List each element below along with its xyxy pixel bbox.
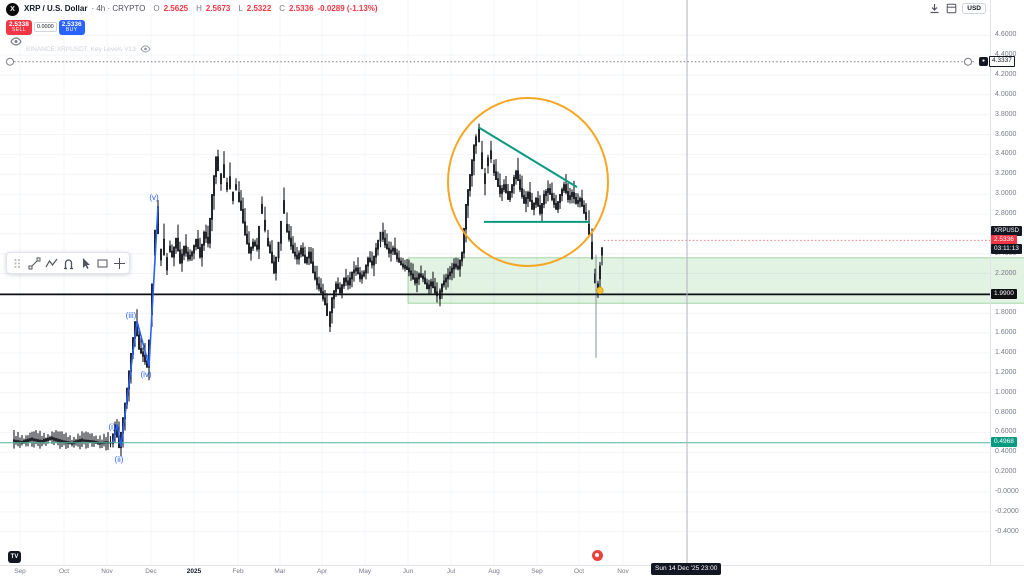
time-tick: Oct [58,568,70,575]
ohlc-close-value: 2.5336 [289,4,314,13]
price-tick: 4.0000 [995,90,1017,98]
price-tick: 0.2000 [995,468,1017,476]
support-price-label[interactable]: 0.4968 [991,437,1017,448]
price-tick: 1.6000 [995,329,1017,337]
price-tick: 2.8000 [995,209,1017,217]
drag-handle[interactable] [10,255,24,271]
svg-text:(iv): (iv) [140,370,151,379]
last-price-label[interactable]: 2.5336 [991,235,1017,246]
ohlc-high-value: 2.5673 [205,4,231,13]
price-tick: 2.2000 [995,269,1017,277]
floating-toolbar[interactable] [6,252,130,274]
cursor-icon[interactable] [78,255,92,271]
symbol-title[interactable]: XRP / U.S. Dollar [24,4,88,13]
time-tick: 2025 [186,568,202,575]
rectangle-icon[interactable] [95,255,109,271]
ohlc-low-value: 2.5322 [246,4,272,13]
price-tick: 0.8000 [995,408,1017,416]
price-tick: 0.6000 [995,428,1017,436]
price-tick: 1.4000 [995,348,1017,356]
price-axis-border [990,0,991,577]
time-tick: Nov [617,568,629,575]
time-tick: May [358,568,372,575]
buy-label: BUY [65,27,78,34]
time-tick: Sep [14,568,26,575]
price-tick: 1.8000 [995,309,1017,317]
price-tick: -0.4000 [995,527,1019,535]
panels-icon[interactable] [945,2,957,14]
trade-panel: 2.5338 SELL 0.0000 2.5336 BUY [6,20,85,35]
alert-bell-icon: ● [979,56,988,66]
ohlc-close-label: C [279,4,286,13]
alert-price-label[interactable]: ● 4.3337 [979,55,1015,68]
indicator-legend: BINANCE:XRPUSDT, Key Levels V13 [26,45,151,53]
sell-button[interactable]: 2.5338 SELL [6,20,32,35]
tradingview-logo[interactable]: TV [8,551,21,563]
time-tick: Apr [316,568,328,575]
eye-icon[interactable] [10,37,22,46]
price-tick: 4.4000 [995,51,1017,59]
price-tick: 3.8000 [995,110,1017,118]
spread-value: 0.0000 [33,22,57,33]
price-tick: 3.2000 [995,170,1017,178]
trend-line-icon[interactable] [27,255,41,271]
download-icon[interactable] [928,2,940,14]
price-tick: 1.2000 [995,368,1017,376]
event-marker-icon[interactable] [592,550,603,561]
time-tick: Dec [145,568,157,575]
price-tick: 4.6000 [995,31,1017,39]
price-axis[interactable]: 4.6000 4.4000 4.2000 4.0000 3.8000 3.6000 3.40… [990,0,1024,565]
time-tick: Aug [488,568,500,575]
time-tick: Oct [573,568,585,575]
sell-price: 2.5338 [9,21,29,28]
buy-price: 2.5336 [61,21,82,28]
time-axis[interactable]: Sep Oct Nov Dec 2025 Feb Mar Apr May Jun Jul Aug Sep… [0,565,1024,577]
magnet-icon[interactable] [61,255,75,271]
ohlc-change-value: -0.0289 (-1.13%) [317,4,378,13]
currency-button[interactable]: USD [962,2,986,14]
price-tick: 0.4000 [995,448,1017,456]
sell-label: SELL [12,27,26,34]
symbol-meta[interactable]: · 4h · CRYPTO [91,4,146,13]
zigzag-icon[interactable] [44,255,58,271]
xrp-logo-icon: X [6,3,19,16]
time-tick: Jun [402,568,414,575]
price-tick: 3.4000 [995,150,1017,158]
ohlc-open-value: 2.5625 [163,4,189,13]
price-tick: 3.6000 [995,130,1017,138]
svg-text:(iii): (iii) [126,311,137,320]
svg-text:(v): (v) [149,193,159,202]
crosshair-icon[interactable] [112,255,126,271]
chart-header: X XRP / U.S. Dollar · 4h · CRYPTO O 2.56… [0,0,990,18]
indicator-title[interactable]: BINANCE:XRPUSDT, Key Levels V13 [26,45,136,53]
crosshair-date-label: Sun 14 Dec '25 23:00 [651,563,722,575]
price-tick: -0.0000 [995,488,1019,495]
svg-text:(ii): (ii) [115,455,124,464]
level-price-label[interactable]: 1.9900 [991,288,1017,299]
symbol-badge: XRPUSD [991,226,1023,236]
time-tick: Sep [531,568,543,575]
ohlc-high-label: H [196,4,202,13]
time-tick: Jul [446,568,456,575]
price-tick: 1.0000 [995,388,1017,396]
price-tick: 4.2000 [995,70,1017,78]
svg-text:(i): (i) [108,423,115,432]
ohlc-low-label: L [238,4,243,13]
time-tick: Feb [232,568,244,575]
indicator-eye-icon[interactable] [140,45,151,53]
time-tick: Mar [274,568,286,575]
buy-button[interactable]: 2.5336 BUY [58,20,85,35]
price-tick: -0.2000 [995,507,1019,515]
price-tick: 3.0000 [995,190,1017,198]
bar-countdown-label: 03:11:13 [991,244,1022,255]
ohlc-open-label: O [153,4,160,13]
time-tick: Nov [101,568,113,575]
